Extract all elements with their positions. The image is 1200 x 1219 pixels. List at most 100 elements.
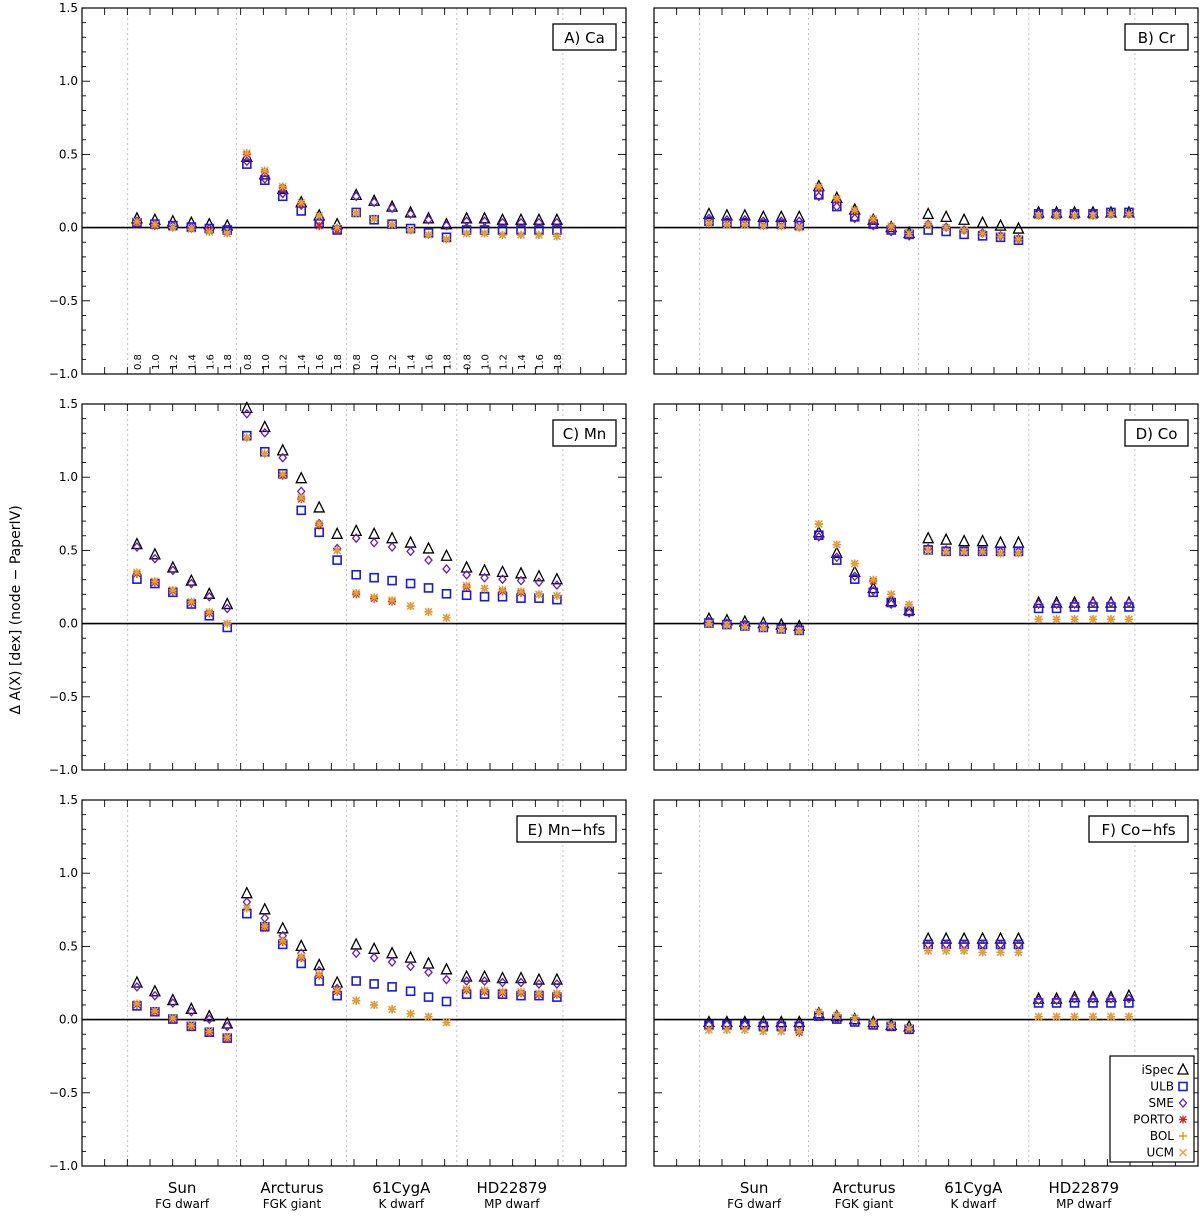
sme-diamond-marker (222, 603, 232, 614)
ucm-cross-marker (1089, 1012, 1098, 1021)
series-porto (704, 520, 1133, 635)
node-label: 1.6 (425, 354, 436, 370)
y-tick-label: 0.5 (59, 543, 78, 557)
sme-diamond-marker (1070, 599, 1079, 610)
ispec-triangle-marker (221, 1016, 234, 1029)
ucm-cross-marker (869, 575, 878, 584)
y-tick-label: 0.0 (59, 221, 78, 235)
ispec-triangle-marker (478, 211, 491, 224)
star-name-label: Arcturus (260, 1179, 323, 1197)
star-type-label: MP dwarf (1056, 1197, 1112, 1211)
sme-diamond-marker (442, 974, 451, 985)
ucm-cross-marker (205, 1027, 214, 1036)
panel-title-box (552, 23, 617, 51)
series-ucm (132, 148, 561, 244)
sme-diamond-marker (832, 552, 842, 563)
ulb-square-marker (1124, 998, 1134, 1008)
ispec-triangle-marker (976, 534, 989, 547)
ulb-square-marker (1033, 603, 1044, 614)
bol-plus-marker (1179, 1132, 1187, 1140)
ispec-triangle-marker (422, 956, 435, 969)
node-label: 1.6 (205, 354, 216, 370)
ucm-cross-marker (795, 1027, 804, 1036)
ucm-cross-marker (1070, 211, 1079, 220)
series-porto (132, 904, 561, 1043)
node-label: 1.4 (297, 354, 308, 370)
ucm-cross-marker (315, 970, 324, 979)
ulb-square-marker (277, 191, 288, 202)
panel-title-box (552, 419, 617, 447)
star-type-label: FGK giant (263, 1197, 322, 1211)
ucm-cross-marker (552, 232, 561, 241)
ucm-cross-marker (996, 549, 1005, 558)
ucm-cross-marker (960, 226, 969, 235)
series-sme (132, 156, 562, 236)
ispec-triangle-marker (440, 548, 453, 561)
y-axis-label: Δ A(X) [dex] (node − PaperIV) (8, 505, 24, 714)
ucm-cross-marker (759, 623, 768, 632)
series-ispec (130, 400, 563, 610)
sme-diamond-marker (462, 216, 471, 227)
sme-diamond-marker (480, 976, 489, 987)
sme-diamond-marker (260, 913, 270, 924)
node-label: 1.8 (553, 354, 564, 370)
ucm-cross-marker (242, 904, 251, 913)
ispec-triangle-marker (258, 902, 271, 915)
sme-diamond-marker (996, 939, 1005, 950)
ucm-cross-marker (297, 493, 306, 502)
sme-diamond-marker (168, 998, 178, 1009)
ucm-cross-marker (406, 1009, 415, 1018)
ucm-cross-marker (704, 1025, 713, 1034)
ucm-cross-marker (552, 989, 561, 998)
ulb-square-marker (387, 575, 397, 586)
ulb-square-marker (1051, 603, 1062, 614)
ulb-square-marker (868, 587, 879, 598)
ispec-triangle-marker (958, 931, 971, 944)
ucm-cross-marker (759, 222, 768, 231)
star-type-label: FG dwarf (155, 1197, 210, 1211)
node-label: 1.2 (169, 354, 180, 370)
ucm-cross-marker (869, 214, 878, 223)
star-name-label: 61CygA (372, 1179, 431, 1197)
ucm-cross-marker (850, 559, 859, 568)
node-label: 1.8 (223, 354, 234, 370)
star-type-label: K dwarf (379, 1197, 425, 1211)
sme-diamond-marker (1034, 995, 1043, 1006)
sme-diamond-marker (260, 427, 270, 438)
ispec-triangle-marker (166, 993, 179, 1006)
sme-diamond-marker (904, 230, 914, 241)
ucm-cross-marker (480, 229, 489, 238)
ispec-triangle-marker (940, 209, 953, 223)
panel-title: D) Co (1124, 419, 1189, 447)
y-tick-label: 0.5 (59, 939, 78, 953)
sme-diamond-marker (832, 201, 842, 212)
sme-diamond-marker (904, 607, 914, 618)
ispec-triangle-marker (976, 215, 989, 228)
ispec-triangle-marker (885, 594, 898, 607)
ispec-triangle-marker (460, 211, 473, 224)
ucm-cross-marker (960, 946, 969, 955)
ispec-triangle-marker (276, 921, 289, 934)
ispec-triangle-marker (331, 975, 344, 988)
series-ulb (704, 530, 1134, 636)
ispec-triangle-marker (994, 218, 1007, 231)
star-name-label: 61CygA (944, 1179, 1003, 1197)
ispec-triangle-marker (720, 208, 733, 221)
ucm-cross-marker (168, 585, 177, 594)
sme-diamond-marker (1106, 597, 1116, 608)
ucm-cross-marker (1124, 210, 1133, 219)
sme-diamond-marker (978, 939, 987, 950)
panel-title-text: C) Mn (563, 425, 607, 443)
sme-diamond-marker (132, 542, 142, 552)
panel-frame (653, 7, 1199, 375)
ucm-cross-marker (297, 198, 306, 207)
ucm-cross-marker (150, 1006, 159, 1015)
node-label: 1.8 (333, 354, 344, 370)
sme-diamond-marker (351, 533, 361, 544)
ucm-cross-marker (424, 607, 433, 616)
sme-diamond-marker (552, 979, 562, 989)
ucm-cross-marker (333, 986, 342, 995)
sme-diamond-marker (150, 990, 160, 1001)
